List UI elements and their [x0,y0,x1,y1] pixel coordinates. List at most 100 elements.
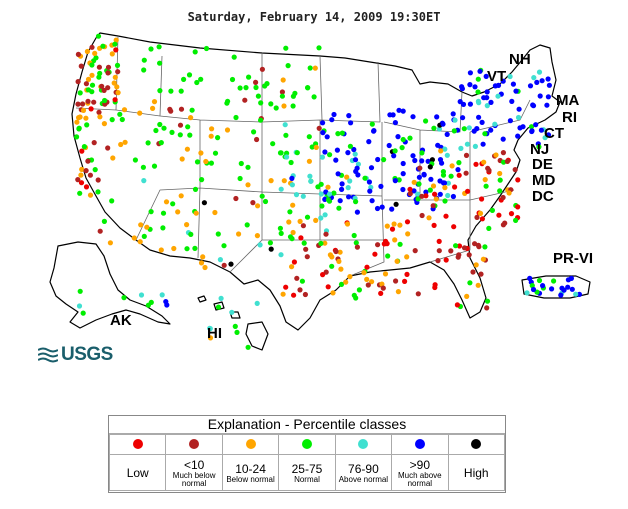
streamgage-dot [105,85,111,91]
streamgage-dot [246,74,252,80]
legend-sub: Normal [294,474,320,484]
legend-label-below: 10-24 Below normal [221,454,280,491]
streamgage-dot [300,223,306,229]
streamgage-dot [212,150,219,156]
streamgage-dot [545,76,551,82]
streamgage-dot [565,277,572,283]
streamgage-dot [168,88,174,94]
streamgage-dot [287,209,293,215]
streamgage-dot [141,233,147,239]
streamgage-dot [477,68,483,74]
streamgage-dot [207,326,213,332]
streamgage-dot [282,122,288,128]
streamgage-dot [374,205,381,212]
streamgage-dot [540,283,546,289]
streamgage-dot [389,206,395,212]
streamgage-dot [137,239,143,245]
streamgage-dot [224,127,231,133]
streamgage-dot [325,197,332,203]
streamgage-dot [170,201,176,207]
streamgage-dot [194,79,200,86]
streamgage-dot [87,192,94,198]
streamgage-dot [524,290,530,296]
streamgage-dot [457,99,463,105]
streamgage-dot [528,124,535,130]
streamgage-dot [268,101,274,107]
streamgage-dot [467,280,473,286]
streamgage-dot [153,127,159,134]
streamgage-dot [304,254,310,260]
streamgage-dot [318,191,324,197]
streamgage-dot [297,218,303,224]
streamgage-dot [164,302,170,308]
streamgage-dot [484,89,490,95]
streamgage-dot [253,79,259,85]
streamgage-dot [427,187,433,193]
streamgage-dot [198,260,205,266]
streamgage-dot [466,125,472,131]
streamgage-dot [479,196,485,202]
legend-range: 10-24 [235,461,266,476]
streamgage-dot [476,114,482,120]
streamgage-dot [77,114,83,120]
streamgage-dot [415,196,421,202]
streamgage-dot [425,158,431,164]
streamgage-dot [320,272,326,278]
legend-title: Explanation - Percentile classes [109,416,505,434]
state-label-prvi: PR-VI [553,250,593,267]
streamgage-dot [102,97,108,104]
legend-swatch-cell [391,434,449,455]
streamgage-dot [479,216,485,222]
streamgage-dot [378,183,384,189]
streamgage-dot [283,45,289,51]
streamgage-dot [122,139,128,145]
streamgage-dot [115,90,121,96]
streamgage-dot [84,122,90,128]
streamgage-dot [379,281,385,287]
streamgage-dot [290,103,296,109]
streamgage-dot [189,107,195,113]
streamgage-dot [463,170,469,176]
streamgage-dot [76,126,82,132]
streamgage-dot [325,284,331,290]
streamgage-dot [472,241,478,247]
streamgage-dot [539,78,545,84]
streamgage-dot [278,150,284,156]
legend-table: Low <10 Much below normal 10-24 Below no… [108,434,506,491]
streamgage-dot [112,41,118,47]
legend-label-much-above: >90 Much above normal [391,454,449,491]
streamgage-dot [291,259,297,265]
streamgage-dot [333,157,339,163]
streamgage-dot [544,102,550,108]
streamgage-dot [399,145,405,151]
streamgage-dot [229,309,235,315]
streamgage-dot [330,290,336,296]
streamgage-dot [389,226,396,232]
streamgage-dot [77,288,83,294]
streamgage-dot [243,85,249,91]
streamgage-dot [254,300,260,306]
streamgage-dot [472,84,478,90]
streamgage-dot [304,214,311,220]
streamgage-dot [497,177,503,183]
streamgage-dot [351,232,357,239]
streamgage-dot [338,281,345,287]
streamgage-dot [184,146,190,152]
streamgage-dot [81,144,87,150]
streamgage-dot [442,185,448,191]
streamgage-dot [474,214,480,220]
streamgage-dot [369,198,375,204]
legend-swatch-cell [278,434,336,455]
streamgage-dot [323,231,329,237]
streamgage-dot [96,74,102,80]
state-borders [75,35,531,277]
legend-sub: Much below normal [172,470,216,488]
streamgage-dot [451,128,457,134]
streamgage-dot [283,132,289,138]
legend-sub: Below normal [226,474,275,484]
streamgage-dot [443,213,449,219]
streamgage-dot [79,166,85,172]
streamgage-dot [245,164,251,170]
streamgage-dot [466,252,472,258]
